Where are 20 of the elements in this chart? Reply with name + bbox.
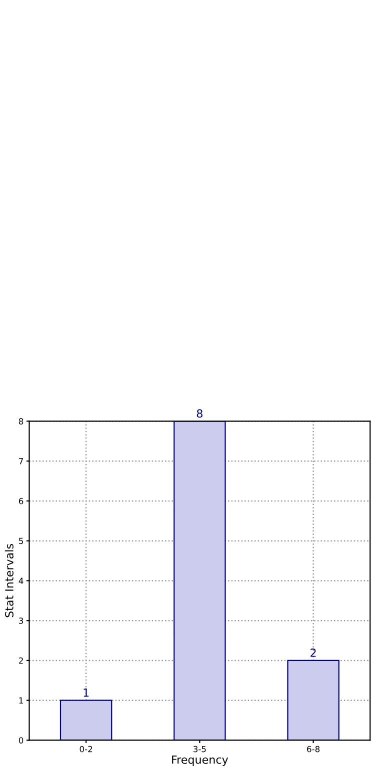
y-tick-label: 7 bbox=[19, 458, 23, 464]
bar bbox=[174, 421, 226, 740]
x-tick-label: 3-5 bbox=[194, 746, 206, 752]
x-axis-title: Frequency bbox=[172, 756, 228, 766]
y-tick-label: 5 bbox=[19, 538, 23, 544]
bar bbox=[60, 700, 112, 740]
y-tick-label: 6 bbox=[18, 498, 24, 504]
y-tick-label: 1 bbox=[19, 697, 23, 704]
bar bbox=[287, 660, 340, 740]
y-axis-title: Stat Intervals bbox=[4, 544, 14, 618]
y-tick-label: 4 bbox=[18, 578, 24, 584]
data-label: 8 bbox=[196, 409, 202, 418]
y-tick-label: 3 bbox=[19, 618, 24, 624]
data-label: 1 bbox=[84, 688, 89, 697]
y-tick-label: 2 bbox=[19, 657, 23, 664]
y-tick-label: 0 bbox=[18, 737, 24, 744]
y-tick-label: 8 bbox=[18, 418, 24, 424]
x-tick-label: 6-8 bbox=[307, 746, 320, 752]
data-label: 2 bbox=[310, 648, 316, 657]
x-tick-label: 0-2 bbox=[80, 746, 92, 752]
